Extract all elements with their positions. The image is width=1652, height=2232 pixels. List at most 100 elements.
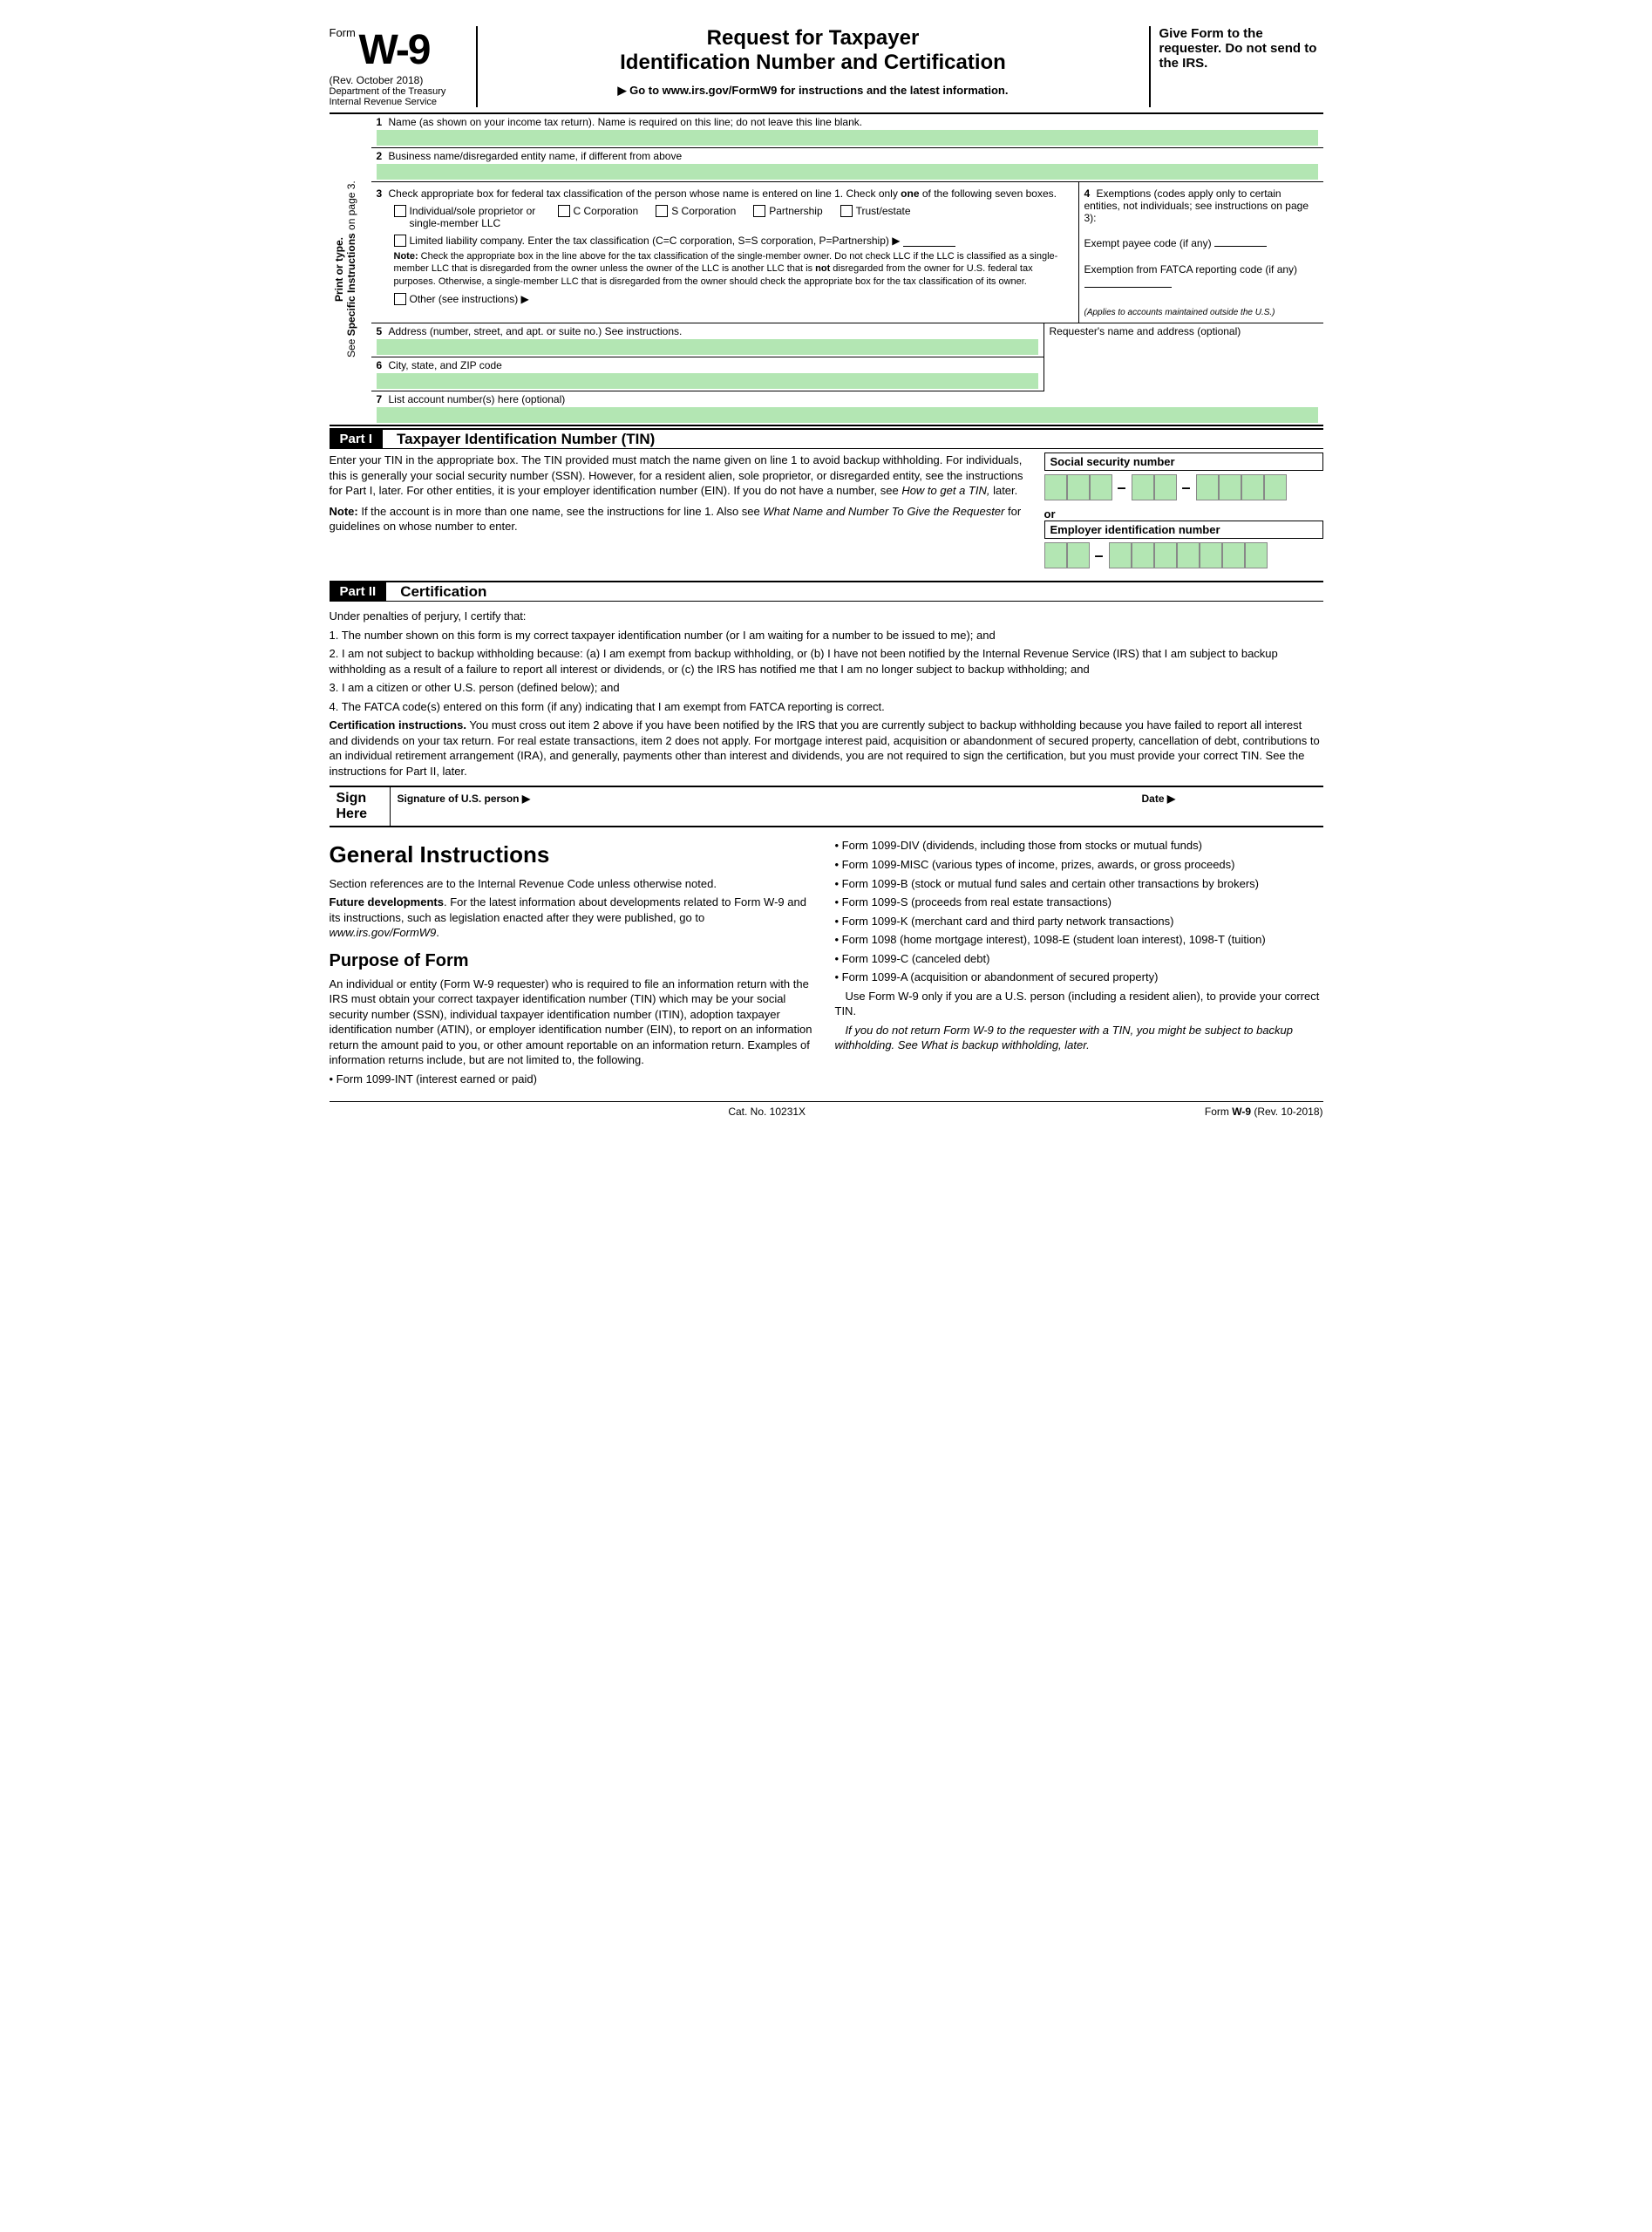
chk-partnership[interactable] — [753, 205, 765, 217]
revision: (Rev. October 2018) — [330, 74, 469, 86]
sign-here-label: Sign Here — [330, 787, 391, 826]
row6-label: City, state, and ZIP code — [389, 359, 502, 371]
llc-note: Note: Check the appropriate box in the l… — [394, 250, 1073, 288]
ssn-label: Social security number — [1044, 453, 1323, 471]
instructions-col1: General Instructions Section references … — [330, 834, 818, 1090]
cert-2: 2. I am not subject to backup withholdin… — [330, 646, 1323, 677]
r4b: Exempt payee code (if any) — [1084, 237, 1212, 249]
side-instructions: Print or type. See Specific Instructions… — [330, 114, 371, 425]
llc-label: Limited liability company. Enter the tax… — [410, 235, 901, 247]
tin-text: Enter your TIN in the appropriate box. T… — [330, 453, 1027, 575]
chk1-label: Individual/sole proprietor or single-mem… — [410, 205, 540, 229]
row-2: 2Business name/disregarded entity name, … — [371, 148, 1323, 182]
requester-box: Requester's name and address (optional) — [1044, 323, 1323, 391]
fields-area: 1Name (as shown on your income tax retur… — [371, 114, 1323, 425]
chk-trust[interactable] — [840, 205, 853, 217]
inst-p1: Section references are to the Internal R… — [330, 876, 818, 892]
part1-tab: Part I — [330, 430, 384, 448]
dept1: Department of the Treasury — [330, 86, 469, 97]
inst-h2: Purpose of Form — [330, 949, 818, 973]
business-name-input[interactable] — [377, 164, 1318, 180]
side-line1: Print or type. — [333, 237, 345, 302]
name-input[interactable] — [377, 130, 1318, 146]
chk4-label: Partnership — [769, 205, 822, 217]
part2-header: Part II Certification — [330, 581, 1323, 602]
row4-right: 4Exemptions (codes apply only to certain… — [1079, 182, 1323, 323]
title-line2: Identification Number and Certification — [488, 51, 1139, 75]
other-label: Other (see instructions) ▶ — [410, 293, 529, 305]
instructions: General Instructions Section references … — [330, 834, 1323, 1090]
requester-label: Requester's name and address (optional) — [1050, 325, 1241, 337]
row-1: 1Name (as shown on your income tax retur… — [371, 114, 1323, 148]
chk-scorp[interactable] — [656, 205, 668, 217]
address-input[interactable] — [377, 339, 1038, 355]
llc-class-input[interactable] — [903, 235, 955, 247]
or-label: or — [1044, 507, 1323, 521]
account-input[interactable] — [377, 407, 1318, 423]
chk-ccorp[interactable] — [558, 205, 570, 217]
header-left: Form W-9 (Rev. October 2018) Department … — [330, 26, 478, 107]
ssn-input[interactable]: – – — [1044, 474, 1323, 500]
tin-p2: Note: If the account is in more than one… — [330, 504, 1027, 534]
cert-body: Under penalties of perjury, I certify th… — [330, 602, 1323, 786]
row1-label: Name (as shown on your income tax return… — [389, 116, 863, 128]
form-number: W-9 — [358, 27, 429, 73]
cert-intro: Under penalties of perjury, I certify th… — [330, 609, 1323, 624]
row2-label: Business name/disregarded entity name, i… — [389, 150, 683, 162]
row-5: 5Address (number, street, and apt. or su… — [371, 323, 1044, 357]
inst-p5: If you do not return Form W-9 to the req… — [835, 1023, 1323, 1053]
fatca-code-input[interactable] — [1084, 276, 1172, 288]
inst-b3: • Form 1099-MISC (various types of incom… — [835, 857, 1323, 873]
ein-input[interactable]: – — [1044, 542, 1323, 568]
header-right: Give Form to the requester. Do not send … — [1149, 26, 1323, 107]
r4d: (Applies to accounts maintained outside … — [1084, 308, 1318, 317]
ein-label: Employer identification number — [1044, 521, 1323, 539]
main-grid: Print or type. See Specific Instructions… — [330, 114, 1323, 426]
sign-row: Sign Here Signature of U.S. person ▶ Dat… — [330, 786, 1323, 827]
tin-section: Enter your TIN in the appropriate box. T… — [330, 449, 1323, 579]
footer-form: Form W-9 (Rev. 10-2018) — [1205, 1106, 1323, 1118]
chk2-label: C Corporation — [574, 205, 639, 217]
part2-title: Certification — [386, 583, 486, 601]
chk-other[interactable] — [394, 293, 406, 305]
footer: Cat. No. 10231X Form W-9 (Rev. 10-2018) — [330, 1101, 1323, 1118]
goto-link: ▶ Go to www.irs.gov/FormW9 for instructi… — [488, 84, 1139, 98]
title-line1: Request for Taxpayer — [488, 26, 1139, 51]
part1-title: Taxpayer Identification Number (TIN) — [383, 431, 655, 448]
part1-header: Part I Taxpayer Identification Number (T… — [330, 428, 1323, 449]
part2-tab: Part II — [330, 582, 387, 601]
inst-b9: • Form 1099-A (acquisition or abandonmen… — [835, 970, 1323, 985]
inst-p2: Future developments. For the latest info… — [330, 895, 818, 941]
date-label: Date ▶ — [1142, 793, 1176, 805]
instructions-col2: • Form 1099-DIV (dividends, including th… — [835, 834, 1323, 1090]
r4c: Exemption from FATCA reporting code (if … — [1084, 263, 1298, 276]
chk-llc[interactable] — [394, 235, 406, 247]
cat-no: Cat. No. 10231X — [728, 1106, 806, 1118]
row3-left: 3Check appropriate box for federal tax c… — [371, 182, 1079, 323]
inst-b2: • Form 1099-DIV (dividends, including th… — [835, 838, 1323, 854]
row5-label: Address (number, street, and apt. or sui… — [389, 325, 683, 337]
chk-individual[interactable] — [394, 205, 406, 217]
cert-3: 3. I am a citizen or other U.S. person (… — [330, 680, 1323, 696]
cert-1: 1. The number shown on this form is my c… — [330, 628, 1323, 643]
row-7: 7List account number(s) here (optional) — [371, 391, 1323, 425]
inst-b4: • Form 1099-B (stock or mutual fund sale… — [835, 876, 1323, 892]
row7-label: List account number(s) here (optional) — [389, 393, 566, 405]
inst-p4: Use Form W-9 only if you are a U.S. pers… — [835, 989, 1323, 1019]
inst-b8: • Form 1099-C (canceled debt) — [835, 951, 1323, 967]
row-3-4: 3Check appropriate box for federal tax c… — [371, 182, 1323, 323]
row-6: 6City, state, and ZIP code — [371, 357, 1044, 391]
side-line2: See Specific Instructions on page 3. — [345, 181, 357, 358]
tin-boxes: Social security number – – or Employer i… — [1044, 453, 1323, 575]
inst-b6: • Form 1099-K (merchant card and third p… — [835, 914, 1323, 929]
inst-b1: • Form 1099-INT (interest earned or paid… — [330, 1072, 818, 1087]
inst-p3: An individual or entity (Form W-9 reques… — [330, 976, 818, 1068]
dept2: Internal Revenue Service — [330, 97, 469, 107]
tin-p1: Enter your TIN in the appropriate box. T… — [330, 453, 1027, 499]
cert-4: 4. The FATCA code(s) entered on this for… — [330, 699, 1323, 715]
city-input[interactable] — [377, 373, 1038, 389]
row3-label: Check appropriate box for federal tax cl… — [389, 187, 1057, 200]
payee-code-input[interactable] — [1214, 235, 1267, 247]
row-5-6: 5Address (number, street, and apt. or su… — [371, 323, 1323, 391]
signature-label: Signature of U.S. person ▶ — [398, 793, 531, 805]
